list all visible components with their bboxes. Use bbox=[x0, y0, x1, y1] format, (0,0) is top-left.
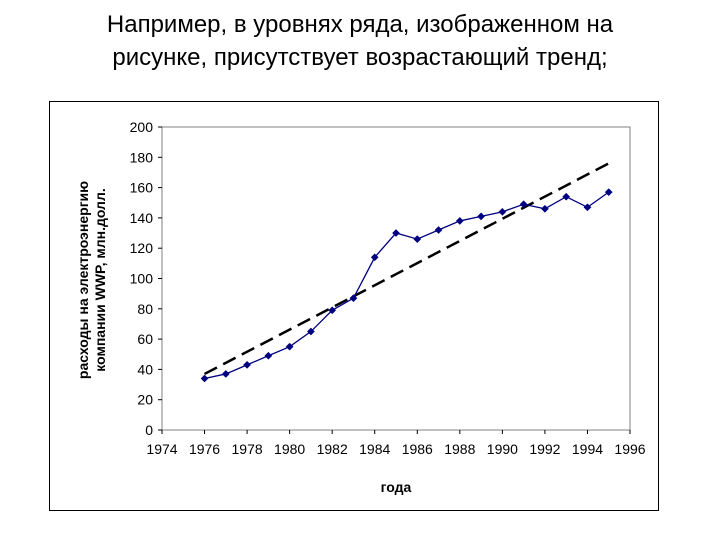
y-tick-label: 0 bbox=[145, 422, 153, 438]
x-tick-label: 1980 bbox=[274, 441, 305, 457]
data-point-marker bbox=[243, 360, 252, 369]
trend-line bbox=[203, 162, 610, 376]
x-tick-label: 1982 bbox=[317, 441, 348, 457]
slide-title-line-2: рисунке, присутствует возрастающий тренд… bbox=[112, 44, 608, 71]
data-point-marker bbox=[328, 306, 337, 315]
data-point-marker bbox=[221, 369, 230, 378]
data-point-marker bbox=[413, 235, 422, 244]
x-tick-label: 1976 bbox=[189, 441, 220, 457]
data-series-line bbox=[204, 191, 610, 380]
energy-expenses-chart: расходы на электроэнергию компании WWP, … bbox=[75, 119, 646, 495]
data-point-marker bbox=[264, 351, 273, 360]
x-tick-label: 1978 bbox=[232, 441, 263, 457]
x-tick-label: 1994 bbox=[572, 441, 603, 457]
plot-area bbox=[161, 126, 631, 431]
y-tick-label: 180 bbox=[130, 149, 154, 165]
y-axis-label: расходы на электроэнергию компании WWP, … bbox=[75, 181, 108, 379]
slide-title-line-1: Например, в уровнях ряда, изображенном н… bbox=[106, 11, 614, 38]
x-tick-label: 1984 bbox=[359, 441, 390, 457]
x-tick-label: 1996 bbox=[614, 441, 645, 457]
y-tick-label: 100 bbox=[130, 271, 154, 287]
x-axis-label: года bbox=[381, 479, 412, 495]
x-tick-label: 1992 bbox=[529, 441, 560, 457]
data-point-marker bbox=[604, 188, 613, 197]
y-axis-label-line-1: расходы на электроэнергию bbox=[75, 181, 91, 379]
data-point-marker bbox=[349, 294, 358, 303]
y-tick-label: 80 bbox=[137, 301, 153, 317]
x-tick-label: 1988 bbox=[444, 441, 475, 457]
slide-title: Например, в уровнях ряда, изображенном н… bbox=[20, 8, 700, 74]
data-point-marker bbox=[455, 216, 464, 225]
data-point-marker bbox=[200, 374, 209, 383]
y-tick-label: 40 bbox=[137, 361, 153, 377]
y-tick-label: 20 bbox=[137, 392, 153, 408]
x-tick-label: 1974 bbox=[146, 441, 177, 457]
data-point-marker bbox=[434, 226, 443, 234]
data-point-marker bbox=[519, 200, 528, 209]
data-point-marker bbox=[392, 229, 400, 238]
data-point-marker bbox=[583, 203, 592, 212]
y-tick-label: 120 bbox=[130, 240, 154, 256]
data-point-marker bbox=[370, 253, 379, 262]
data-point-marker bbox=[285, 342, 294, 351]
x-tick-label: 1986 bbox=[402, 441, 433, 457]
data-point-marker bbox=[562, 192, 571, 201]
data-point-marker bbox=[498, 207, 507, 216]
y-tick-label: 160 bbox=[130, 180, 154, 196]
y-axis-label-line-2: компании WWP, млн.долл. bbox=[92, 188, 108, 371]
data-point-marker bbox=[306, 327, 315, 336]
y-tick-label: 60 bbox=[137, 331, 153, 347]
x-tick-label: 1990 bbox=[487, 441, 518, 457]
y-tick-label: 140 bbox=[130, 210, 154, 226]
data-point-marker bbox=[477, 212, 486, 221]
y-tick-label: 200 bbox=[130, 119, 154, 135]
chart-frame: расходы на электроэнергию компании WWP, … bbox=[49, 101, 659, 511]
data-point-marker bbox=[540, 204, 549, 213]
